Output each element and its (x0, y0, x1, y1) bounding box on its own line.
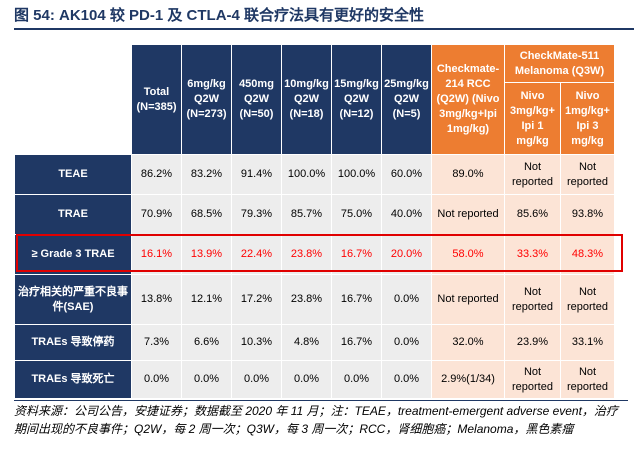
table-cell: 33.1% (560, 324, 615, 361)
table-cell: 0.0% (231, 360, 282, 399)
table-cell: Not reported (560, 360, 615, 399)
table-cell: 0.0% (131, 360, 182, 399)
table-row: TRAEs 导致停药 7.3% 6.6% 10.3% 4.8% 16.7% 0.… (14, 324, 615, 361)
table-cell: 75.0% (331, 194, 382, 235)
table-cell: Not reported (504, 154, 561, 195)
table-cell: 68.5% (181, 194, 232, 235)
table-row: TRAEs 导致死亡 0.0% 0.0% 0.0% 0.0% 0.0% 0.0%… (14, 360, 615, 399)
header-checkmate-511: CheckMate-511 Melanoma (Q3W) (504, 44, 615, 83)
table-cell: Not reported (431, 274, 505, 325)
table-cell: 0.0% (281, 360, 332, 399)
table-cell: 6.6% (181, 324, 232, 361)
table-cell: 13.8% (131, 274, 182, 325)
header-checkmate-214: Checkmate-214 RCC (Q2W) (Nivo 3mg/kg+Ipi… (431, 44, 505, 155)
table-cell: 100.0% (281, 154, 332, 195)
table-cell: 16.7% (331, 234, 382, 275)
title-divider (14, 28, 634, 30)
table-cell: Not reported (504, 274, 561, 325)
table-cell: 7.3% (131, 324, 182, 361)
table-cell: 23.8% (281, 274, 332, 325)
table-cell: 40.0% (381, 194, 432, 235)
table-cell: 79.3% (231, 194, 282, 235)
table-cell: Not reported (431, 194, 505, 235)
row-label: 治疗相关的严重不良事件(SAE) (14, 274, 132, 325)
header-total: Total (N=385) (131, 44, 182, 155)
table-cell: 60.0% (381, 154, 432, 195)
table-cell: 89.0% (431, 154, 505, 195)
table-cell: 20.0% (381, 234, 432, 275)
table-cell: 2.9%(1/34) (431, 360, 505, 399)
figure-title: 图 54: AK104 较 PD-1 及 CTLA-4 联合疗法具有更好的安全性 (14, 7, 425, 24)
table-cell: 16.7% (331, 274, 382, 325)
table-cell: 4.8% (281, 324, 332, 361)
table-cell: 32.0% (431, 324, 505, 361)
table-cell: Not reported (504, 360, 561, 399)
header-10mg: 10mg/kg Q2W (N=18) (281, 44, 332, 155)
table-row: 治疗相关的严重不良事件(SAE) 13.8% 12.1% 17.2% 23.8%… (14, 274, 615, 325)
source-note: 资料来源：公司公告，安捷证券；数据截至 2020 年 11 月；注：TEAE，t… (14, 400, 628, 438)
table-cell: 16.7% (331, 324, 382, 361)
row-label: TRAEs 导致死亡 (14, 360, 132, 399)
header-15mg: 15mg/kg Q2W (N=12) (331, 44, 382, 155)
table-cell: 17.2% (231, 274, 282, 325)
table-row: TRAE 70.9% 68.5% 79.3% 85.7% 75.0% 40.0%… (14, 194, 615, 235)
safety-comparison-table: Total (N=385) 6mg/kg Q2W (N=273) 450mg Q… (14, 44, 615, 399)
table-cell: 22.4% (231, 234, 282, 275)
row-label: TEAE (14, 154, 132, 195)
row-label: TRAEs 导致停药 (14, 324, 132, 361)
table-cell: 48.3% (560, 234, 615, 275)
table-cell: 0.0% (381, 360, 432, 399)
table-row: TEAE 86.2% 83.2% 91.4% 100.0% 100.0% 60.… (14, 154, 615, 195)
table-cell: 23.9% (504, 324, 561, 361)
table-cell: 100.0% (331, 154, 382, 195)
table-cell: 91.4% (231, 154, 282, 195)
table-cell: 70.9% (131, 194, 182, 235)
table-cell: 33.3% (504, 234, 561, 275)
table-cell: Not reported (560, 154, 615, 195)
table-row-highlighted: ≥ Grade 3 TRAE 16.1% 13.9% 22.4% 23.8% 1… (14, 234, 615, 275)
row-label: TRAE (14, 194, 132, 235)
table-cell: 23.8% (281, 234, 332, 275)
table-cell: 0.0% (181, 360, 232, 399)
table-cell: 0.0% (381, 324, 432, 361)
table-cell: 86.2% (131, 154, 182, 195)
table-cell: 0.0% (381, 274, 432, 325)
header-cm511-arm-b: Nivo 1mg/kg+ Ipi 3 mg/kg (560, 82, 615, 155)
header-corner (14, 44, 132, 155)
table-cell: 16.1% (131, 234, 182, 275)
row-label: ≥ Grade 3 TRAE (14, 234, 132, 275)
table-cell: 85.7% (281, 194, 332, 235)
table-cell: 85.6% (504, 194, 561, 235)
header-cm511-arm-a: Nivo 3mg/kg+ Ipi 1 mg/kg (504, 82, 561, 155)
table-cell: 12.1% (181, 274, 232, 325)
table-cell: 0.0% (331, 360, 382, 399)
table-cell: 93.8% (560, 194, 615, 235)
table-cell: Not reported (560, 274, 615, 325)
table-cell: 13.9% (181, 234, 232, 275)
table-cell: 83.2% (181, 154, 232, 195)
header-450mg: 450mg Q2W (N=50) (231, 44, 282, 155)
header-25mg: 25mg/kg Q2W (N=5) (381, 44, 432, 155)
header-6mg: 6mg/kg Q2W (N=273) (181, 44, 232, 155)
table-cell: 10.3% (231, 324, 282, 361)
table-cell: 58.0% (431, 234, 505, 275)
